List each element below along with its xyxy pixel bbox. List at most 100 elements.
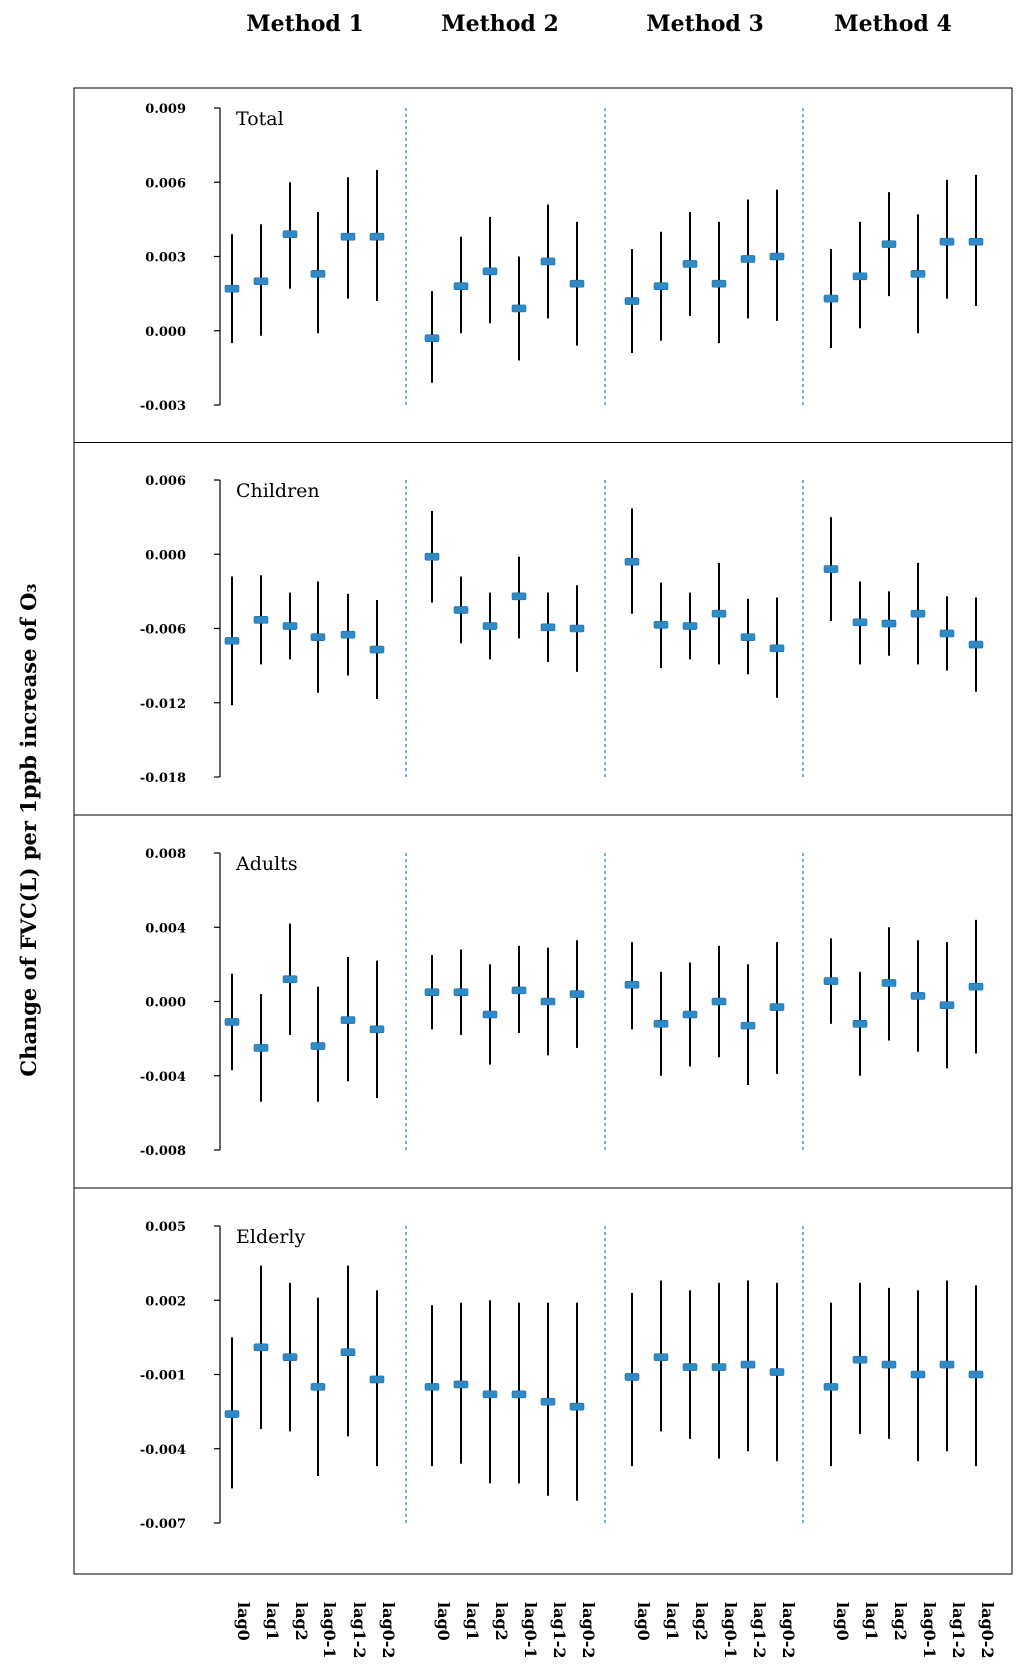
point-estimate bbox=[968, 1370, 984, 1379]
point-estimate bbox=[540, 257, 556, 266]
lag-label: lag1 bbox=[463, 1602, 482, 1641]
panel-label: Total bbox=[236, 108, 284, 130]
point-estimate bbox=[340, 232, 356, 241]
point-estimate bbox=[624, 297, 640, 305]
y-tick-label: -0.008 bbox=[140, 1144, 186, 1159]
panel-label: Children bbox=[236, 480, 320, 502]
point-estimate bbox=[482, 1390, 498, 1399]
y-tick-label: 0.004 bbox=[145, 921, 186, 936]
lag-label: lag1 bbox=[862, 1602, 881, 1641]
point-estimate bbox=[569, 279, 585, 288]
point-estimate bbox=[569, 1402, 585, 1411]
point-estimate bbox=[511, 304, 527, 313]
lag-label: lag1 bbox=[663, 1602, 682, 1641]
point-estimate bbox=[253, 1343, 269, 1352]
point-estimate bbox=[939, 1360, 955, 1369]
point-estimate bbox=[968, 237, 984, 246]
point-estimate bbox=[740, 255, 756, 263]
point-estimate bbox=[653, 1019, 669, 1028]
lag-label: lag2 bbox=[692, 1602, 711, 1641]
point-estimate bbox=[769, 252, 785, 261]
point-estimate bbox=[881, 240, 897, 248]
point-estimate bbox=[910, 1370, 926, 1379]
point-estimate bbox=[224, 284, 240, 293]
y-tick-label: -0.007 bbox=[140, 1517, 186, 1532]
point-estimate bbox=[653, 282, 669, 291]
point-estimate bbox=[453, 282, 469, 291]
point-estimate bbox=[310, 270, 326, 278]
y-tick-label: 0.000 bbox=[145, 548, 186, 563]
lag-label: lag1-2 bbox=[750, 1602, 769, 1659]
point-estimate bbox=[711, 609, 727, 618]
point-estimate bbox=[769, 644, 785, 653]
point-estimate bbox=[369, 232, 385, 241]
y-tick-label: -0.004 bbox=[140, 1070, 186, 1085]
y-tick-label: -0.006 bbox=[140, 623, 186, 638]
point-estimate bbox=[482, 622, 498, 630]
y-tick-label: 0.000 bbox=[145, 325, 186, 340]
point-estimate bbox=[769, 1368, 785, 1376]
y-axis-label: Change of FVC(L) per 1ppb increase of O₃ bbox=[16, 583, 41, 1076]
lag-label: lag2 bbox=[492, 1602, 511, 1641]
point-estimate bbox=[310, 633, 326, 641]
point-estimate bbox=[282, 622, 298, 630]
plot-frame bbox=[73, 87, 1013, 1575]
point-estimate bbox=[711, 1363, 727, 1371]
y-tick-label: 0.002 bbox=[145, 1294, 186, 1309]
point-estimate bbox=[511, 1390, 527, 1399]
y-tick-label: 0.000 bbox=[145, 996, 186, 1011]
point-estimate bbox=[910, 992, 926, 1000]
point-estimate bbox=[769, 1003, 785, 1011]
point-estimate bbox=[453, 988, 469, 997]
lag-label: lag0 bbox=[634, 1602, 653, 1641]
point-estimate bbox=[624, 557, 640, 566]
point-estimate bbox=[740, 1021, 756, 1030]
panel-elderly: 0.005 0.002 -0.001 -0.004 -0.007 Elderly bbox=[74, 1187, 1012, 1532]
point-estimate bbox=[682, 260, 698, 268]
lag-label: lag0-1 bbox=[320, 1602, 339, 1659]
y-tick-label: 0.003 bbox=[145, 251, 186, 266]
y-tick-label: 0.009 bbox=[145, 102, 186, 117]
point-estimate bbox=[540, 1397, 556, 1406]
point-estimate bbox=[823, 977, 839, 985]
point-estimate bbox=[682, 1010, 698, 1019]
lag-label: lag0-2 bbox=[779, 1602, 798, 1659]
point-estimate bbox=[910, 270, 926, 278]
point-estimate bbox=[369, 645, 385, 654]
point-estimate bbox=[453, 606, 469, 614]
point-estimate bbox=[253, 1044, 269, 1052]
point-estimate bbox=[624, 980, 640, 989]
panel-adults: 0.008 0.004 0.000 -0.004 -0.008 Adults bbox=[74, 814, 1012, 1159]
point-estimate bbox=[540, 623, 556, 632]
lag-label: lag0 bbox=[833, 1602, 852, 1641]
method-title: Method 2 bbox=[441, 11, 559, 37]
method-title: Method 1 bbox=[246, 11, 364, 37]
point-estimate bbox=[711, 997, 727, 1006]
y-tick-label: -0.018 bbox=[140, 771, 186, 786]
point-estimate bbox=[253, 277, 269, 286]
point-estimate bbox=[740, 1360, 756, 1369]
point-estimate bbox=[823, 294, 839, 303]
y-tick-label: 0.006 bbox=[145, 474, 186, 489]
point-estimate bbox=[310, 1042, 326, 1050]
point-estimate bbox=[569, 990, 585, 998]
point-estimate bbox=[369, 1375, 385, 1384]
method-title: Method 4 bbox=[834, 11, 952, 37]
y-tick-label: -0.004 bbox=[140, 1443, 186, 1458]
point-estimate bbox=[939, 629, 955, 638]
lag-label: lag2 bbox=[292, 1602, 311, 1641]
point-estimate bbox=[653, 620, 669, 629]
point-estimate bbox=[682, 1363, 698, 1371]
point-estimate bbox=[939, 237, 955, 246]
point-estimate bbox=[968, 640, 984, 649]
point-estimate bbox=[424, 334, 440, 342]
lag-label: lag1-2 bbox=[550, 1602, 569, 1659]
point-estimate bbox=[881, 619, 897, 628]
y-tick-label: -0.012 bbox=[140, 697, 186, 712]
point-estimate bbox=[852, 1355, 868, 1364]
point-estimate bbox=[968, 982, 984, 991]
point-estimate bbox=[224, 637, 240, 645]
point-estimate bbox=[369, 1025, 385, 1034]
point-estimate bbox=[282, 230, 298, 239]
point-estimate bbox=[939, 1001, 955, 1010]
